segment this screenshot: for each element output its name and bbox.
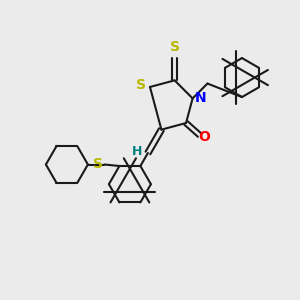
Text: S: S xyxy=(93,157,103,171)
Text: N: N xyxy=(195,92,207,105)
Text: H: H xyxy=(132,145,142,158)
Text: S: S xyxy=(136,79,146,92)
Text: O: O xyxy=(198,130,210,144)
Text: S: S xyxy=(169,40,180,54)
